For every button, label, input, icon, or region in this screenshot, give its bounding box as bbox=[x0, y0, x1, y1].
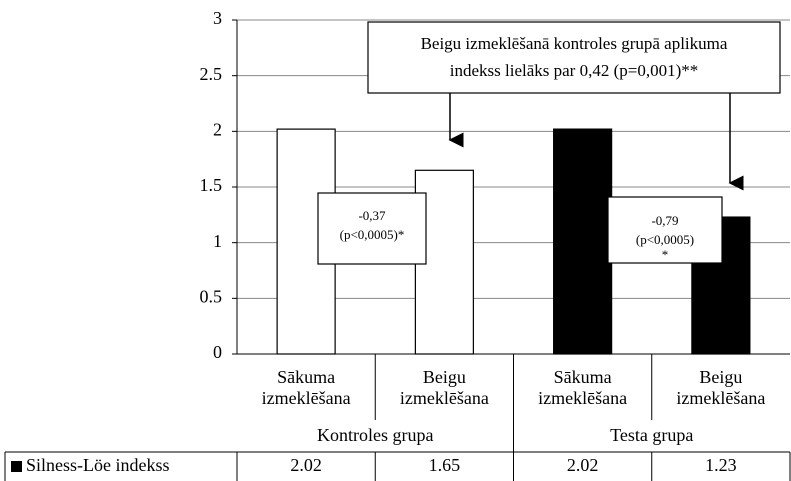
group-label: Testa grupa bbox=[610, 425, 693, 445]
x-tick-label: Beigu izmeklēšana bbox=[676, 367, 765, 408]
y-tick-label: 1 bbox=[213, 231, 222, 251]
y-tick-label: 1.5 bbox=[200, 175, 223, 195]
y-tick-label: 2 bbox=[213, 119, 222, 139]
annotation-text: -0,37 bbox=[358, 208, 386, 223]
annotation-text: (p<0,0005)* bbox=[340, 227, 405, 242]
x-tick-label: Sākuma izmeklēšana bbox=[262, 367, 351, 408]
annotation-text: indekss lielāks par 0,42 (p=0,001)** bbox=[450, 61, 699, 80]
legend-marker bbox=[11, 461, 22, 472]
y-tick-label: 2.5 bbox=[200, 64, 223, 84]
y-tick-label: 0.5 bbox=[200, 286, 223, 306]
bar bbox=[553, 128, 613, 355]
legend-label: Silness-Löe indekss bbox=[26, 455, 170, 475]
table-value: 2.02 bbox=[567, 455, 599, 475]
annotation-text: (p<0,0005) bbox=[636, 232, 694, 247]
table-value: 2.02 bbox=[290, 455, 322, 475]
annotation-text: Beigu izmeklēšanā kontroles grupā apliku… bbox=[421, 34, 728, 53]
y-tick-label: 3 bbox=[213, 8, 222, 28]
annotation-box bbox=[367, 21, 781, 94]
y-tick-label: 0 bbox=[213, 342, 222, 362]
x-tick-label: Beigu izmeklēšana bbox=[400, 367, 489, 408]
annotation-text: * bbox=[662, 247, 669, 262]
annotation-box bbox=[607, 196, 723, 264]
table-value: 1.65 bbox=[429, 455, 461, 475]
annotation-box bbox=[317, 192, 427, 265]
group-label: Kontroles grupa bbox=[317, 425, 433, 445]
table-value: 1.23 bbox=[705, 455, 737, 475]
annotation-text: -0,79 bbox=[651, 213, 678, 228]
x-tick-label: Sākuma izmeklēšana bbox=[538, 367, 627, 408]
